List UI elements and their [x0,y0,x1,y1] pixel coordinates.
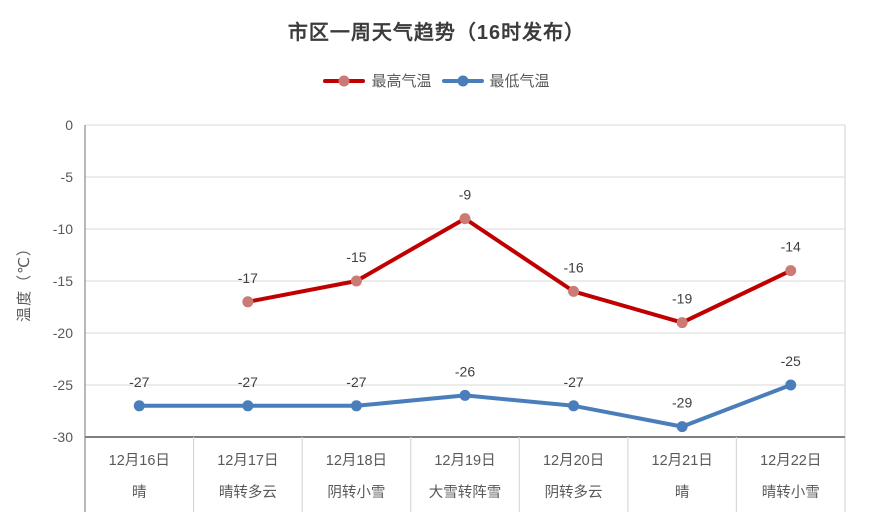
max-temp-line-swatch [323,75,366,86]
chart-title: 市区一周天气趋势（16时发布） [287,22,586,44]
category-weather-label: 晴转小雪 [762,484,820,501]
category-date-label: 12月18日 [326,453,387,469]
category-weather-label: 晴转多云 [219,484,277,501]
category-date-label: 12月16日 [109,453,170,469]
legend-label-max-temp: 最高气温 [371,73,432,90]
category-date-label: 12月21日 [652,453,713,469]
max-temp-data-label: -17 [238,270,258,286]
category-date-label: 12月19日 [434,453,495,469]
category-weather-label: 大雪转阵雪 [429,484,502,501]
min-temp-marker [133,400,145,412]
y-tick-label: -15 [53,273,73,289]
y-tick-label: 0 [65,117,73,133]
max-temp-marker [676,317,688,329]
max-temp-marker [459,213,471,225]
max-temp-data-label: -19 [672,291,692,307]
legend: 最高气温 最低气温 [0,70,873,91]
category-date-label: 12月17日 [217,453,278,469]
category-weather-label: 阴转小雪 [327,484,385,501]
min-temp-data-label: -29 [672,395,692,411]
min-temp-marker [785,379,797,391]
max-temp-data-label: -14 [781,239,801,255]
y-tick-label: -25 [53,377,73,393]
y-tick-label: -5 [61,169,74,185]
min-temp-data-label: -25 [781,353,801,369]
max-temp-marker [242,296,254,308]
category-date-label: 12月20日 [543,453,604,469]
max-temp-data-label: -16 [563,259,583,275]
min-temp-marker [350,400,362,412]
min-temp-data-label: -26 [455,363,475,379]
max-temp-marker [350,275,362,287]
category-date-label: 12月22日 [760,453,821,469]
y-tick-label: -30 [53,429,73,445]
legend-label-min-temp: 最低气温 [489,73,550,90]
min-temp-data-label: -27 [346,374,366,390]
min-temp-data-label: -27 [129,374,149,390]
min-temp-line-swatch [441,75,484,86]
min-temp-data-label: -27 [238,374,258,390]
y-tick-label: -10 [53,221,73,237]
y-tick-label: -20 [53,325,73,341]
legend-item-min-temp: 最低气温 [441,70,550,91]
max-temp-data-label: -9 [459,187,472,203]
max-temp-line [245,216,793,325]
max-temp-marker [568,285,580,297]
category-weather-label: 晴 [675,484,690,501]
min-temp-marker [568,400,580,412]
min-temp-data-label: -27 [563,374,583,390]
max-temp-marker [785,265,797,277]
category-weather-label: 阴转多云 [545,484,603,501]
legend-item-max-temp: 最高气温 [323,70,432,91]
min-temp-marker [242,400,254,412]
max-temp-data-label: -15 [346,249,366,265]
category-weather-label: 晴 [132,484,147,501]
min-temp-marker [459,389,471,401]
min-temp-marker [676,421,688,433]
